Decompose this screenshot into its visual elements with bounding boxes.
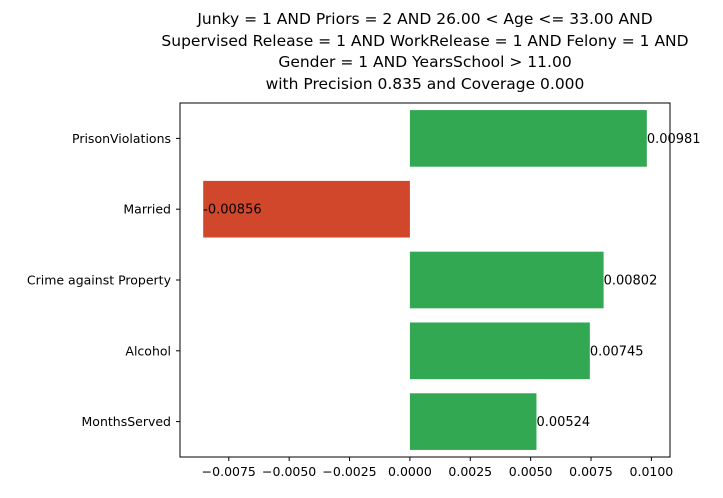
x-tick-label: 0.0075 — [569, 464, 613, 479]
bar — [409, 322, 590, 380]
x-tick-label: −0.0025 — [322, 464, 376, 479]
title-line-2: Supervised Release = 1 AND WorkRelease =… — [161, 32, 688, 50]
bar-group — [203, 110, 647, 450]
data-label: -0.00856 — [203, 203, 261, 218]
y-tick-label: MonthsServed — [82, 414, 171, 429]
data-label: 0.00802 — [604, 274, 658, 289]
bar — [203, 180, 410, 238]
y-tick-label: PrisonViolations — [72, 131, 171, 146]
x-axis: −0.0075 −0.0050 −0.0025 0.0000 0.0025 0.0050 0… — [202, 457, 674, 479]
x-tick-label: 0.0000 — [388, 464, 432, 479]
x-tick-label: 0.0050 — [509, 464, 553, 479]
y-tick-label: Married — [123, 202, 171, 217]
x-tick-label: 0.0025 — [448, 464, 492, 479]
data-label: 0.00981 — [647, 132, 701, 147]
x-tick-label: −0.0050 — [262, 464, 316, 479]
plot-frame — [179, 102, 671, 458]
data-label-group: 0.00981 -0.00856 0.00802 0.00745 0.00524 — [203, 132, 700, 430]
title-line-1: Junky = 1 AND Priors = 2 AND 26.00 < Age… — [196, 10, 652, 28]
y-tick-label: Crime against Property — [27, 273, 172, 288]
bar — [409, 393, 537, 450]
data-label: 0.00745 — [590, 344, 644, 359]
bar — [409, 110, 647, 167]
x-tick-label: −0.0075 — [202, 464, 256, 479]
y-tick-label: Alcohol — [125, 343, 171, 358]
title-line-3: Gender = 1 AND YearsSchool > 11.00 — [278, 53, 571, 71]
bar — [409, 251, 604, 309]
y-axis: PrisonViolations Married Crime against Pro… — [27, 131, 180, 429]
chart-title: Junky = 1 AND Priors = 2 AND 26.00 < Age… — [161, 10, 688, 93]
x-tick-label: 0.0100 — [630, 464, 674, 479]
title-line-4: with Precision 0.835 and Coverage 0.000 — [266, 75, 585, 93]
data-label: 0.00524 — [536, 415, 590, 430]
